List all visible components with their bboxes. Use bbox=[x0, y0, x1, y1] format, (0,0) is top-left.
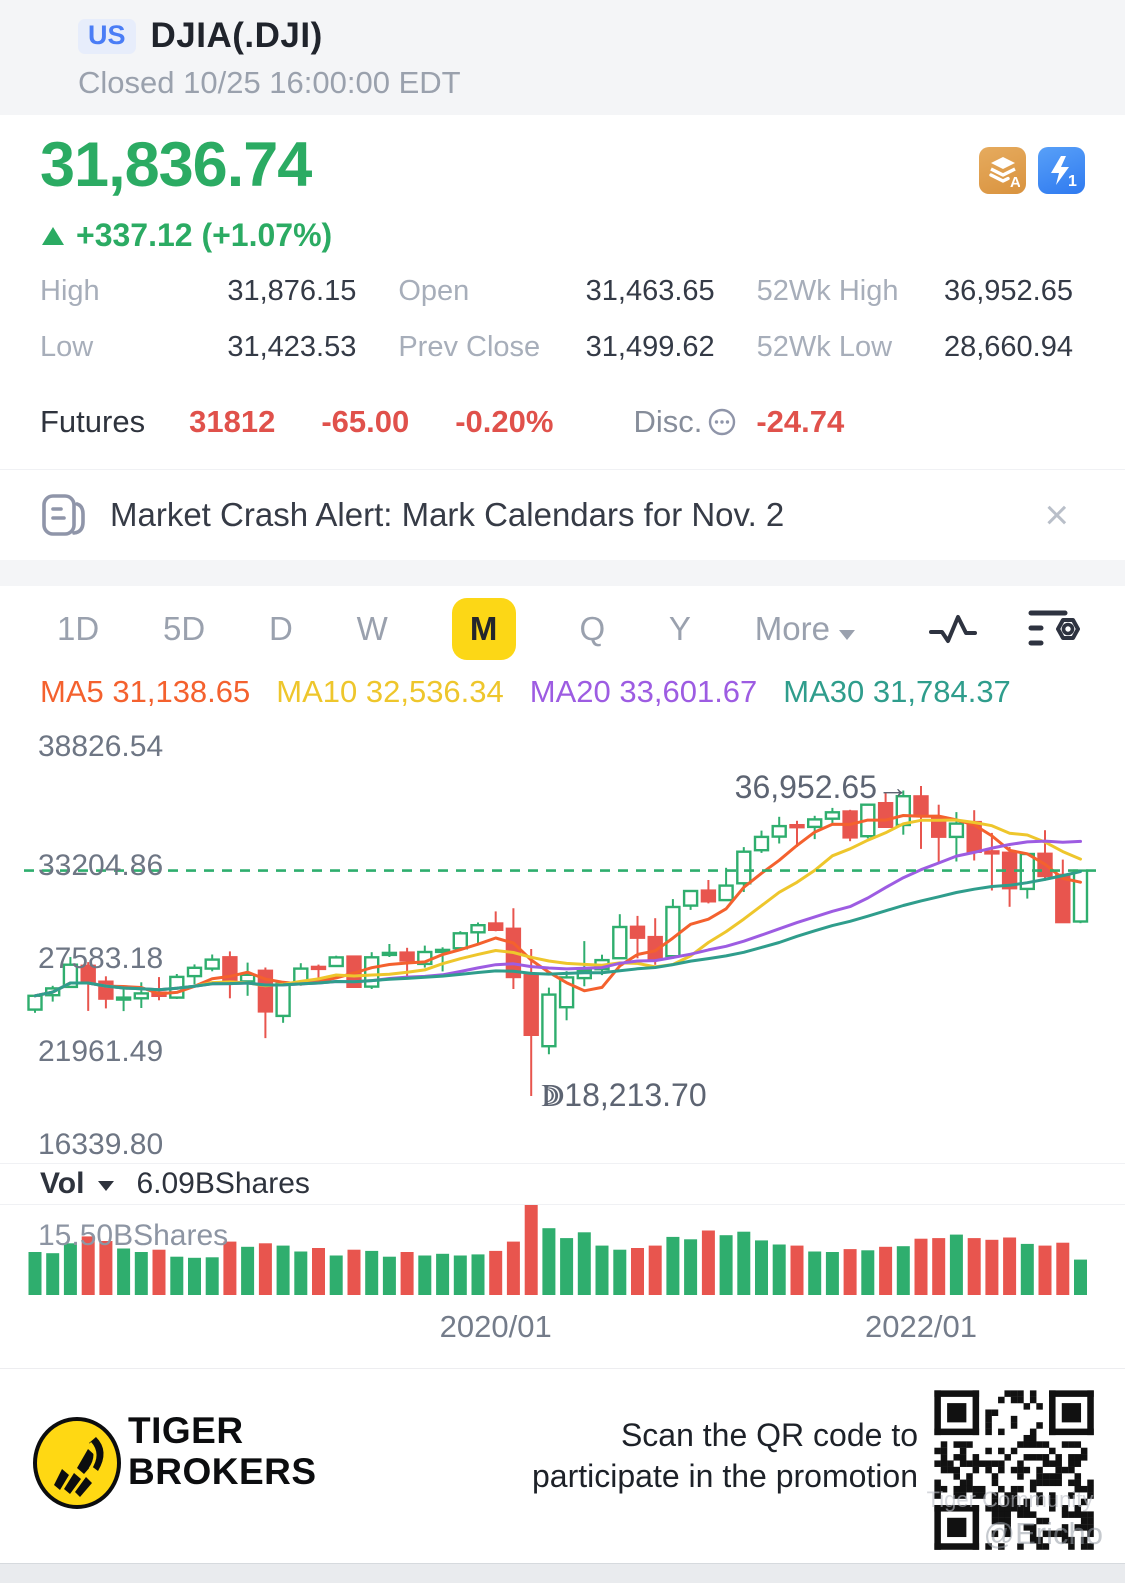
top-header: US DJIA(.DJI) Closed 10/25 16:00:00 EDT bbox=[0, 0, 1125, 115]
stat-value: 31,423.53 bbox=[227, 331, 357, 363]
stat-label: Prev Close bbox=[398, 331, 541, 363]
up-triangle-icon bbox=[42, 226, 64, 245]
tab-1d[interactable]: 1D bbox=[57, 610, 100, 647]
indicator-ma30: MA30 31,784.37 bbox=[783, 674, 1011, 709]
indicator-ma10: MA10 32,536.34 bbox=[276, 674, 504, 709]
stat-label: 52Wk Low bbox=[756, 331, 893, 363]
price-chart[interactable]: 38826.54 33204.86 27583.18 21961.49 16339.80… bbox=[0, 705, 1125, 1365]
alert-text: Market Crash Alert: Mark Calendars for N… bbox=[110, 496, 785, 533]
futures-row: Futures 31812 -65.00 -0.20% Disc. -24.74 bbox=[40, 404, 844, 440]
stat-low: Low 31,423.53 bbox=[40, 331, 356, 364]
indicator-ma5: MA5 31,138.65 bbox=[40, 674, 251, 709]
stat-high: High 31,876.15 bbox=[40, 275, 356, 308]
timeframe-toolbar: 1D 5D D W M Q Y More bbox=[0, 596, 1125, 662]
line-chart-style-icon[interactable] bbox=[927, 607, 979, 651]
ma-indicator-row[interactable]: MA5 31,138.65 MA10 32,536.34 MA20 33,601.6… bbox=[40, 674, 1011, 710]
layers-icon: A bbox=[988, 156, 1020, 188]
author-watermark: @Ericho bbox=[983, 1516, 1103, 1551]
lightning-icon: 1 bbox=[1050, 155, 1077, 188]
tab-5d[interactable]: 5D bbox=[163, 610, 206, 647]
discount-label: Disc. bbox=[633, 404, 703, 439]
footer-divider bbox=[0, 1368, 1125, 1369]
stat-value: 31,499.62 bbox=[585, 331, 715, 363]
promo-line1: Scan the QR code to bbox=[620, 1417, 918, 1453]
stat-open: Open 31,463.65 bbox=[398, 275, 714, 308]
chart-annotation: 36,952.65→ bbox=[735, 769, 909, 805]
tab-d[interactable]: D bbox=[269, 610, 293, 647]
stat-52wk-low: 52Wk Low 28,660.94 bbox=[757, 331, 1073, 364]
volume-bars bbox=[28, 1205, 1087, 1295]
y-axis-label: 21961.49 bbox=[38, 1035, 163, 1068]
stat-prev-close: Prev Close 31,499.62 bbox=[398, 331, 714, 364]
promo-text: Scan the QR code to participate in the p… bbox=[532, 1415, 918, 1497]
tiger-brokers-logo bbox=[33, 1417, 121, 1509]
price-change: +337.12 (+1.07%) bbox=[76, 217, 333, 253]
qr-watermark: Tiger Community bbox=[926, 1487, 1094, 1512]
tab-more[interactable]: More bbox=[755, 610, 855, 648]
futures-price: 31812 bbox=[189, 404, 276, 439]
alert-banner[interactable]: Market Crash Alert: Mark Calendars for N… bbox=[0, 470, 1125, 560]
market-badge: US bbox=[78, 18, 136, 54]
stat-label: Open bbox=[398, 275, 470, 307]
qr-code bbox=[928, 1384, 1100, 1556]
volume-scale-label: 15.50BShares bbox=[38, 1219, 228, 1252]
ma5-line bbox=[33, 814, 1082, 998]
futures-change: -65.00 bbox=[321, 404, 410, 439]
y-axis-label: 33204.86 bbox=[38, 849, 163, 882]
volume-current-value: 6.09BShares bbox=[136, 1167, 310, 1200]
discount-value: -24.74 bbox=[756, 404, 845, 439]
promo-line2: participate in the promotion bbox=[532, 1457, 918, 1494]
ma30-line bbox=[33, 870, 1082, 998]
futures-percent: -0.20% bbox=[455, 404, 554, 439]
stat-value: 31,876.15 bbox=[227, 275, 357, 307]
stat-value: 36,952.65 bbox=[943, 275, 1073, 307]
data-level-a-badge[interactable]: A bbox=[979, 147, 1026, 194]
futures-label: Futures bbox=[40, 404, 146, 439]
symbol-title: DJIA(.DJI) bbox=[150, 16, 323, 55]
brand-name: TIGER BROKERS bbox=[128, 1410, 317, 1492]
lightning-1-badge[interactable]: 1 bbox=[1038, 147, 1085, 194]
x-axis-label: 2020/01 bbox=[440, 1309, 552, 1344]
tab-y[interactable]: Y bbox=[668, 610, 691, 647]
promo-footer: TIGER BROKERS Scan the QR code to partic… bbox=[0, 1369, 1125, 1563]
stat-label: High bbox=[40, 275, 100, 307]
stat-52wk-high: 52Wk High 36,952.65 bbox=[757, 275, 1073, 308]
x-axis-label: 2022/01 bbox=[865, 1309, 977, 1344]
quote-stats: High 31,876.15 Open 31,463.65 52Wk High 36,95… bbox=[40, 275, 1073, 364]
volume-row: Vol 6.09BShares bbox=[0, 1163, 1125, 1205]
brand-line2: BROKERS bbox=[128, 1450, 317, 1492]
indicator-settings-icon[interactable] bbox=[1027, 606, 1081, 652]
tab-m[interactable]: M bbox=[451, 598, 516, 660]
stat-value: 28,660.94 bbox=[943, 331, 1073, 363]
last-price: 31,836.74 bbox=[40, 130, 312, 200]
y-axis-label: 38826.54 bbox=[38, 730, 163, 763]
chevron-down-icon[interactable] bbox=[98, 1181, 115, 1191]
stat-label: Low bbox=[40, 331, 94, 363]
stat-label: 52Wk High bbox=[756, 275, 899, 307]
tab-w[interactable]: W bbox=[356, 610, 388, 647]
brand-line1: TIGER bbox=[128, 1410, 244, 1451]
chart-section: 1D 5D D W M Q Y More MA5 31,138.65 MA10 32,536.3… bbox=[0, 586, 1125, 1365]
chevron-down-icon bbox=[838, 630, 855, 640]
ellipsis-circle-icon[interactable] bbox=[706, 406, 738, 438]
y-axis-label: 16339.80 bbox=[38, 1128, 163, 1161]
close-icon[interactable]: × bbox=[1044, 491, 1069, 538]
y-axis-label: 27583.18 bbox=[38, 942, 163, 975]
svg-text:A: A bbox=[1010, 174, 1020, 188]
svg-text:1: 1 bbox=[1068, 173, 1077, 188]
section-divider bbox=[0, 560, 1125, 586]
tab-q[interactable]: Q bbox=[579, 610, 606, 647]
bottom-strip bbox=[0, 1563, 1125, 1583]
news-icon bbox=[42, 494, 85, 536]
indicator-ma20: MA20 33,601.67 bbox=[529, 674, 758, 709]
candles bbox=[27, 786, 1089, 1096]
volume-label: Vol bbox=[40, 1167, 85, 1200]
chart-annotation: ↇ18,213.70 bbox=[541, 1077, 706, 1113]
quote-card: 31,836.74 A 1 +337.12 (+1.07%) High bbox=[0, 115, 1125, 470]
market-status: Closed 10/25 16:00:00 EDT bbox=[78, 65, 461, 100]
timeframe-tabs: 1D 5D D W M Q Y More bbox=[57, 598, 855, 660]
stat-value: 31,463.65 bbox=[585, 275, 715, 307]
